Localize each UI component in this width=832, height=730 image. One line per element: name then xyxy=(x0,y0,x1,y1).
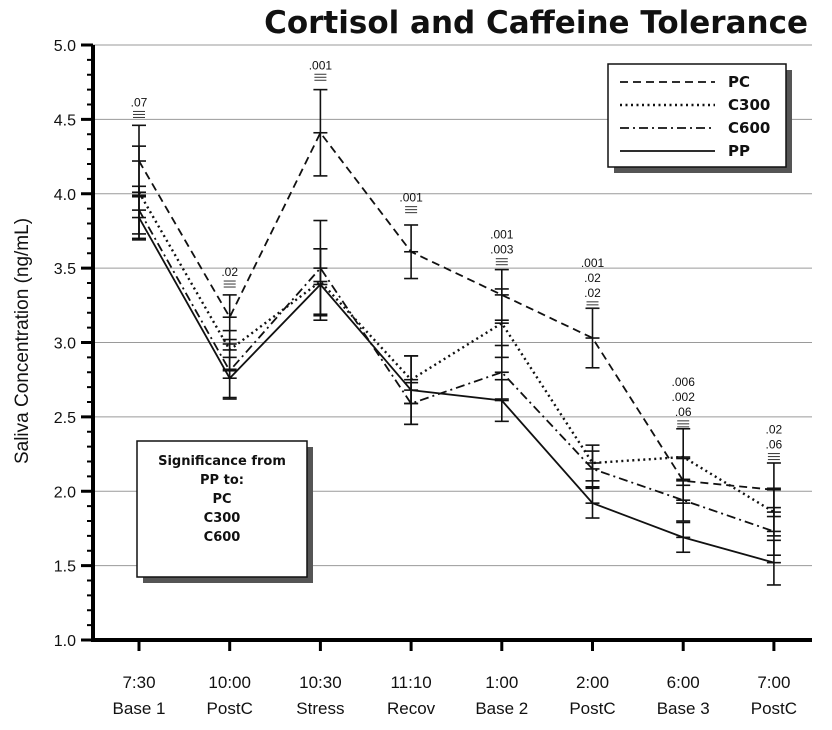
x-tick-label-time: 10:00 xyxy=(208,673,251,692)
legend-label-pc: PC xyxy=(728,73,750,91)
x-tick-label-time: 7:00 xyxy=(757,673,790,692)
y-tick-label: 1.5 xyxy=(54,559,76,576)
y-tick-label: 3.0 xyxy=(54,336,76,353)
note-box xyxy=(136,440,308,578)
y-tick-label: 2.0 xyxy=(54,484,76,501)
series-line-c600 xyxy=(138,209,775,533)
y-tick-label: 5.0 xyxy=(54,38,76,55)
legend-label-c300: C300 xyxy=(728,96,770,114)
note-line: Significance from xyxy=(158,454,286,469)
y-tick-label: 1.0 xyxy=(54,633,76,650)
significance-label: .002 xyxy=(672,390,696,404)
chart-title: Cortisol and Caffeine Tolerance xyxy=(264,5,808,41)
legend: PC C300 C600 PP xyxy=(607,63,792,173)
y-tick-label: 2.5 xyxy=(54,410,76,427)
significance-label: .006 xyxy=(672,375,696,389)
x-tick-label-phase: PostC xyxy=(751,699,797,718)
significance-label: .02 xyxy=(584,286,601,300)
significance-label: .001 xyxy=(581,256,605,270)
note-line: C300 xyxy=(204,511,241,526)
series-line-pp xyxy=(138,217,775,564)
series-lines xyxy=(137,131,775,564)
significance-note: Significance from PP to: PC C300 C600 xyxy=(136,440,313,583)
y-tick-label: 4.0 xyxy=(54,187,76,204)
significance-label: .02 xyxy=(584,271,601,285)
legend-label-pp: PP xyxy=(728,142,750,160)
y-tick-label: 3.5 xyxy=(54,261,76,278)
significance-label: .001 xyxy=(399,191,423,205)
axes: 1.0 1.5 2.0 2.5 3.0 3.5 4.0 4.5 5.0 7:30 Base 1 10:… xyxy=(54,38,812,718)
significance-label: .06 xyxy=(675,405,692,419)
significance-label: .07 xyxy=(131,95,148,109)
significance-label: .001 xyxy=(490,228,514,242)
y-tick-label: 4.5 xyxy=(54,112,76,129)
x-tick-label-phase: Base 2 xyxy=(475,699,528,718)
x-tick-label-time: 6:00 xyxy=(667,673,700,692)
x-tick-label-time: 1:00 xyxy=(485,673,518,692)
note-line: C600 xyxy=(204,530,241,545)
x-tick-label-time: 2:00 xyxy=(576,673,609,692)
x-tick-label-time: 11:10 xyxy=(390,673,431,692)
significance-label: .003 xyxy=(490,243,514,257)
significance-label: .02 xyxy=(766,423,783,437)
legend-label-c600: C600 xyxy=(728,119,770,137)
note-line: PC xyxy=(212,492,231,507)
significance-label: .001 xyxy=(309,58,333,72)
x-tick-label-phase: Base 3 xyxy=(657,699,710,718)
significance-label: .06 xyxy=(766,438,783,452)
significance-labels: .07.02.001.001.001.003.001.02.02.006.002… xyxy=(131,58,783,461)
error-bars xyxy=(132,88,781,586)
y-axis-label: Saliva Concentration (ng/mL) xyxy=(12,218,33,464)
x-tick-label-time: 10:30 xyxy=(299,673,342,692)
x-tick-label-phase: Base 1 xyxy=(113,699,166,718)
x-tick-label-phase: Stress xyxy=(296,699,344,718)
x-tick-label-time: 7:30 xyxy=(122,673,155,692)
note-line: PP to: xyxy=(200,473,244,488)
x-tick-label-phase: PostC xyxy=(569,699,615,718)
series-line-pc xyxy=(138,131,774,491)
significance-label: .02 xyxy=(221,265,238,279)
x-tick-label-phase: Recov xyxy=(387,699,436,718)
x-tick-label-phase: PostC xyxy=(207,699,253,718)
